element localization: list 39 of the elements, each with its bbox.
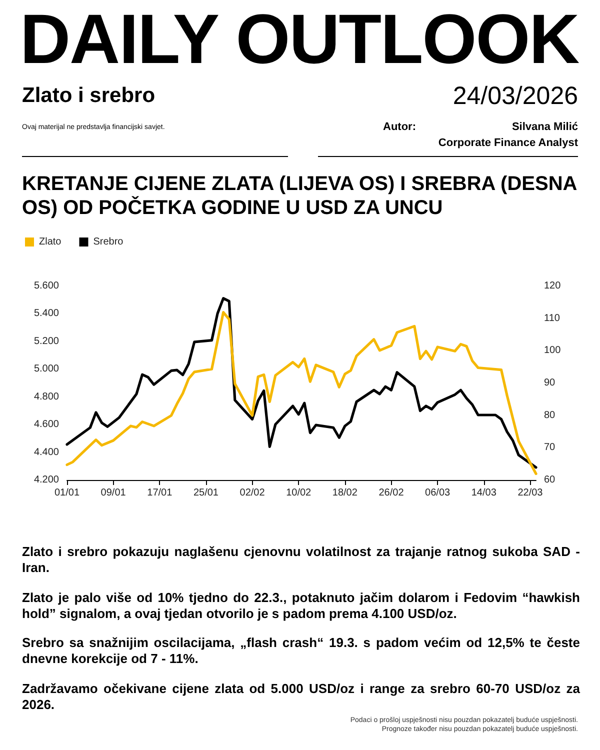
y2-tick-label: 110 — [544, 312, 560, 324]
legend-label: Srebro — [93, 236, 124, 248]
text: Srebro sa snažnijim oscilacijama, „flash crash“ 19.3. s padom većim od 12,5% te česte dnevne korekcije od 7 - 11%. — [22, 635, 580, 668]
y-tick-label: 5.600 — [34, 280, 60, 292]
y2-tick-label: 80 — [544, 410, 556, 421]
y-tick-label: 4.800 — [34, 391, 60, 402]
y-tick-label: 4.200 — [34, 474, 60, 486]
x-tick-label: 18/02 — [332, 488, 358, 498]
text: 24/03/2026 — [452, 82, 578, 111]
text: Autor: — [383, 121, 416, 133]
y2-tick-label: 100 — [544, 345, 562, 356]
y-tick-label: 5.000 — [34, 364, 60, 375]
text: Zlato je palo više od 10% tjedno do 22.3., potaknuto jačim dolarom i Fedovim “hawkish hold” signalom, a ovaj tjedan otvorilo je s padom prema 4.100 USD/oz. — [22, 590, 580, 622]
text: Zadržavamo očekivane cijene zlata od 5.000 USD/oz i range za srebro 60-70 USD/oz za 2026. — [22, 680, 580, 713]
x-tick-label: 06/03 — [425, 488, 451, 498]
x-tick-label: 26/02 — [378, 488, 404, 498]
y-tick-label: 5.200 — [34, 336, 60, 347]
x-tick-label: 10/02 — [286, 488, 312, 498]
x-tick-label: 01/01 — [54, 488, 80, 498]
x-tick-label: 09/01 — [100, 488, 126, 498]
y2-tick-label: 90 — [544, 378, 556, 388]
x-tick-label: 02/02 — [240, 488, 266, 498]
text: Corporate Finance Analyst — [438, 137, 578, 149]
x-tick-label: 14/03 — [471, 488, 497, 498]
text: Zlato i srebro — [22, 84, 156, 108]
chart-title: KRETANJE CIJENE ZLATA (LIJEVA OS) I SREBRA (DESNA OS) OD POČETKA GODINE U USD ZA UNCU — [22, 172, 578, 220]
text: DAILY OUTLOOK — [20, 0, 579, 78]
text: Silvana Milić — [512, 121, 578, 133]
x-tick-label: 25/01 — [193, 488, 219, 498]
y-tick-label: 5.400 — [34, 308, 60, 320]
legend-label: Zlato — [39, 236, 62, 248]
x-tick-label: 22/03 — [518, 488, 544, 498]
x-tick-label: 17/01 — [147, 488, 173, 498]
text: Zlato i srebro pokazuju naglašenu cjenovnu volatilnost za trajanje ratnog sukoba SAD - Iran. — [22, 544, 580, 576]
y-tick-label: 4.600 — [34, 419, 60, 430]
y2-tick-label: 70 — [544, 442, 556, 454]
y2-tick-label: 60 — [544, 474, 556, 486]
y-tick-label: 4.400 — [34, 446, 60, 458]
y2-tick-label: 120 — [544, 280, 562, 292]
